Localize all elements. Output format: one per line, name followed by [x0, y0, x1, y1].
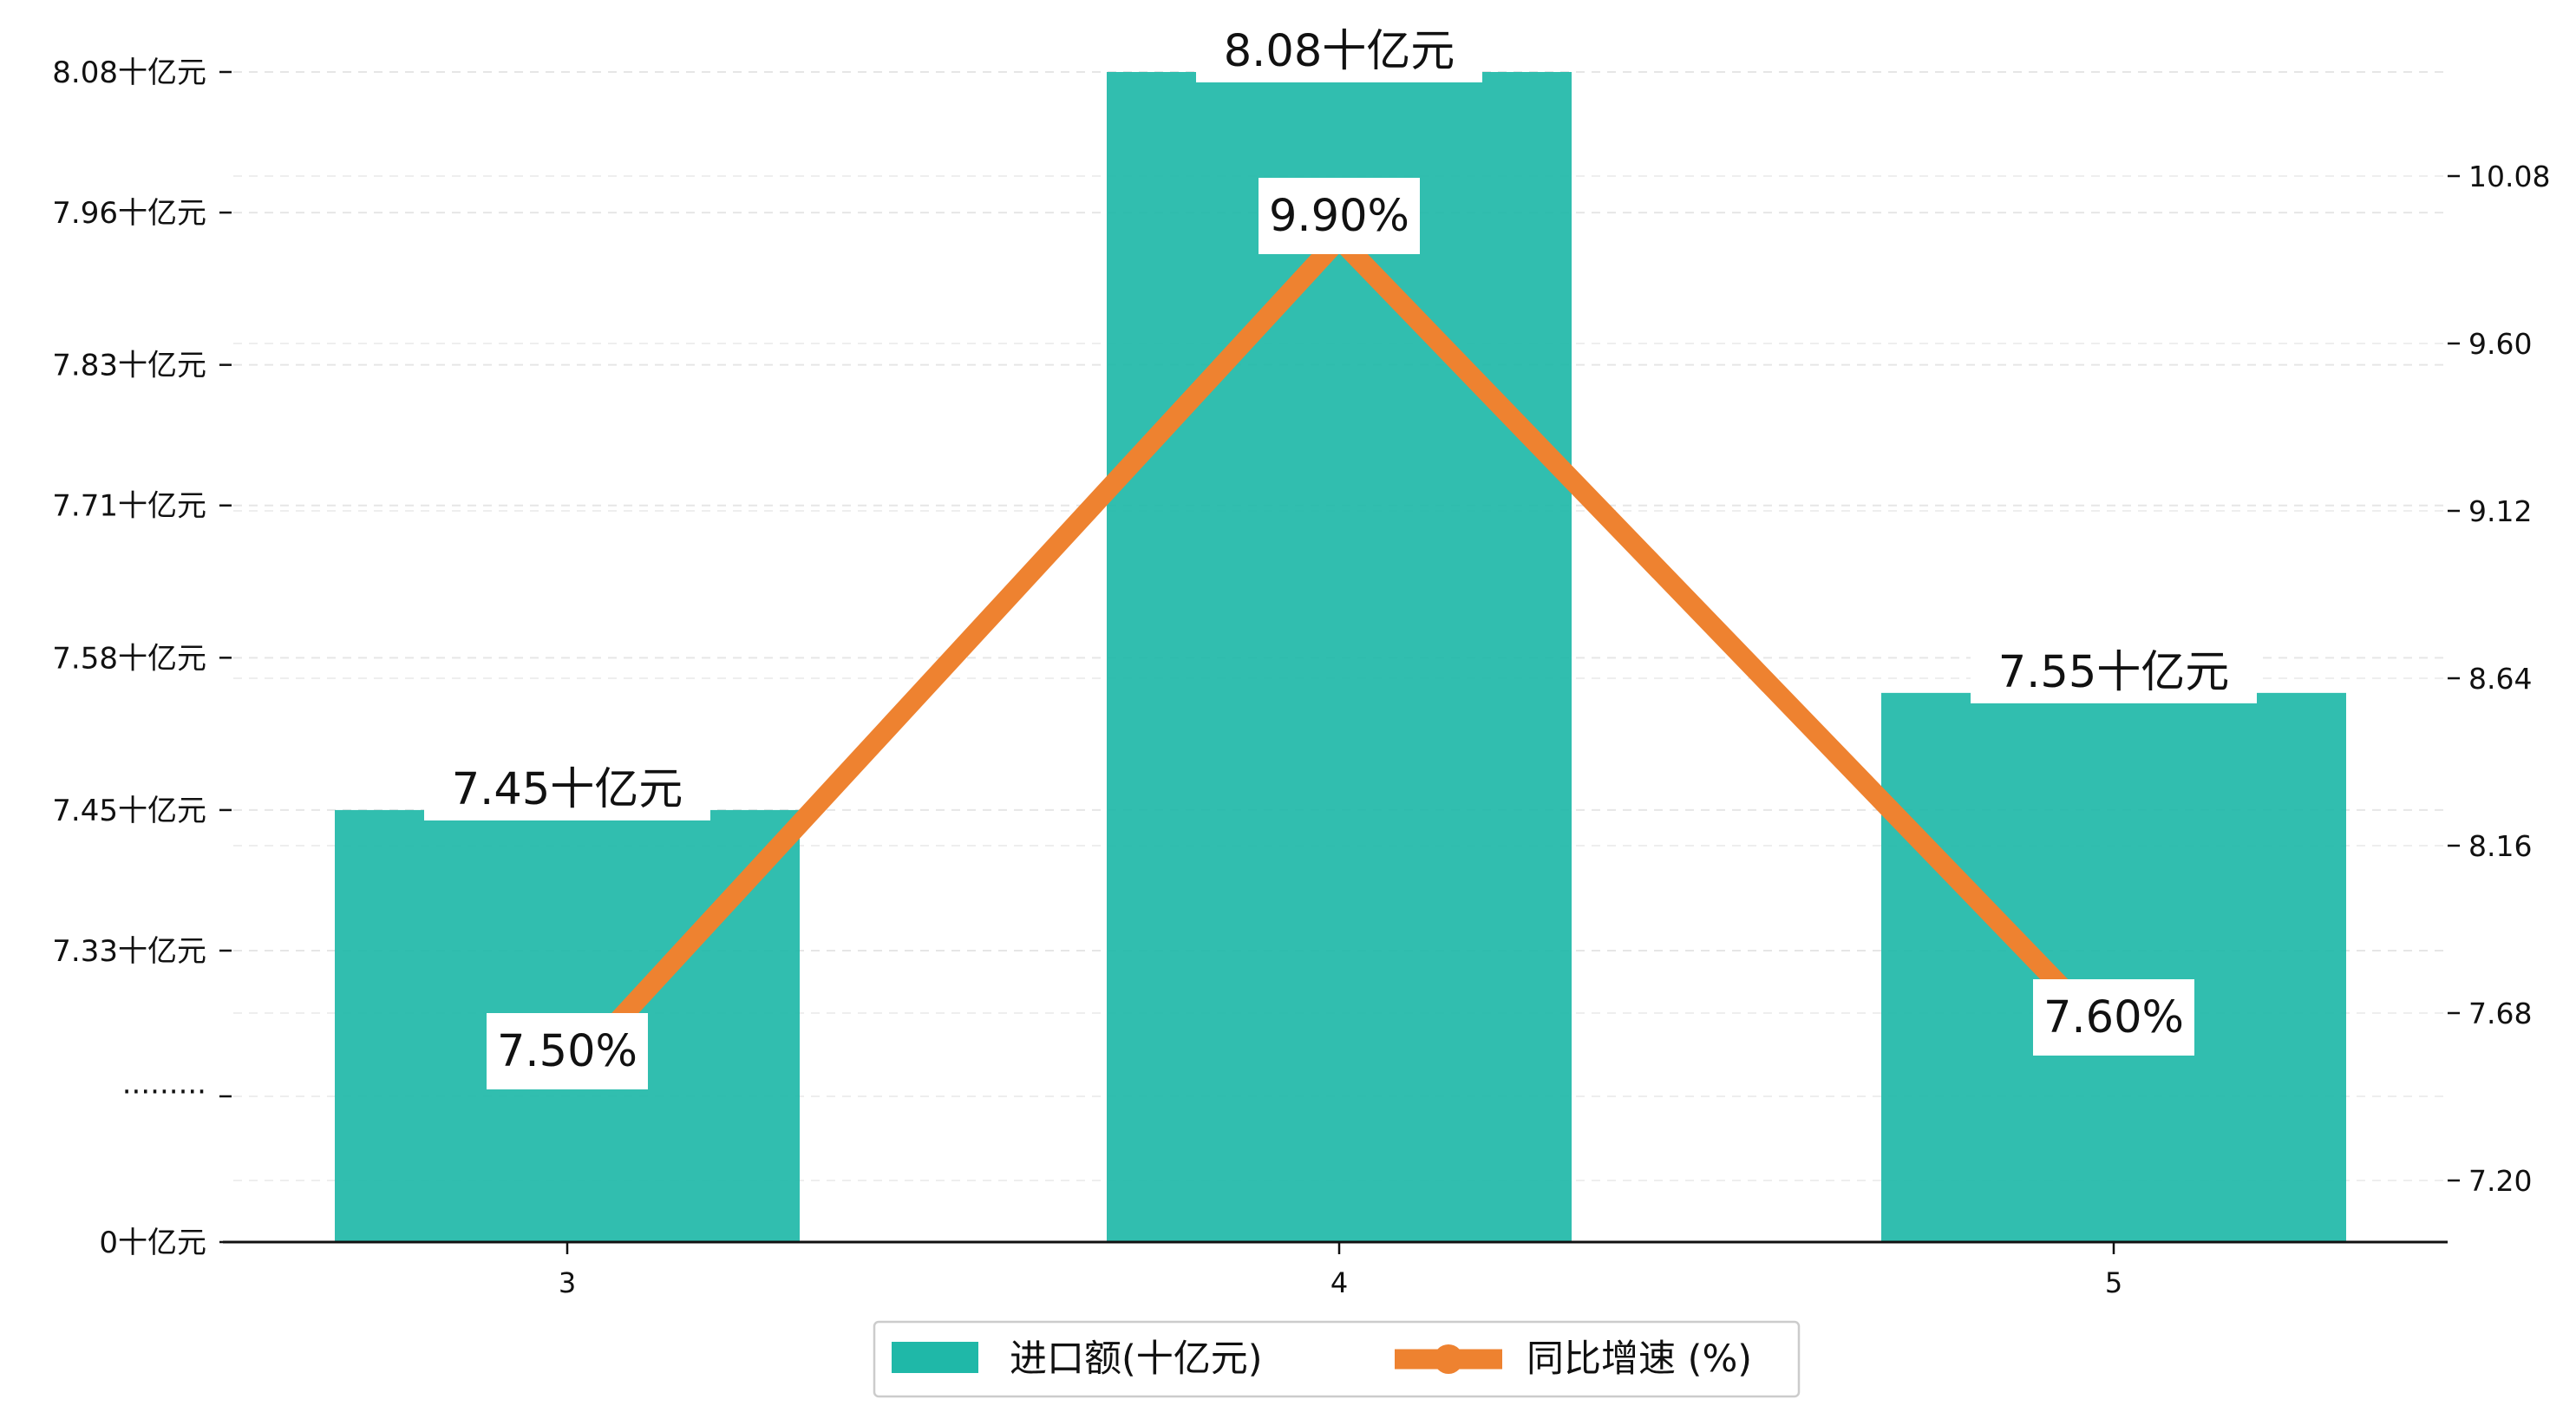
x-tick-label-3: 3 [559, 1266, 576, 1299]
legend-box [873, 1320, 1801, 1398]
y-left-tick-label-1: 7.33十亿元 [52, 934, 206, 969]
bar-5 [1881, 692, 2346, 1242]
y-left-tick-label-7: 8.08十亿元 [52, 56, 206, 90]
x-tick-label-4: 4 [1330, 1266, 1348, 1299]
x-tick-label-5: 5 [2105, 1266, 2122, 1299]
y-left-tick-label-0: 0十亿元 [99, 1226, 206, 1260]
bar-layer [335, 72, 2346, 1242]
bar-label-5: 7.55十亿元 [1998, 647, 2230, 698]
line-label-3-box [487, 1013, 648, 1089]
bar-label-5-box [1971, 640, 2257, 703]
y-left-tick-label-6: 7.96十亿元 [52, 196, 206, 231]
y-right-tick-label-6: 10.08 [2468, 160, 2550, 193]
y-left-tick-label-5: 7.83十亿元 [52, 349, 206, 383]
line-label-3: 7.50% [497, 1026, 637, 1077]
y-right-tick-label-4: 9.12 [2468, 494, 2532, 528]
label-layer: 7.45十亿元 8.08十亿元 7.55十亿元 7.50% 9.90% 7.60% [424, 20, 2257, 1089]
y-right-tick-label-0: 7.20 [2468, 1164, 2532, 1198]
legend-label-line: 同比增速 (%) [1527, 1337, 1752, 1381]
legend-label-bar: 进口额(十亿元) [1010, 1337, 1263, 1381]
y-left-tick-label-2: 7.45十亿元 [52, 794, 206, 828]
line-label-5: 7.60% [2043, 992, 2184, 1043]
legend-layer: 进口额(十亿元) 同比增速 (%) [873, 1320, 1801, 1398]
y-right-tick-label-2: 8.16 [2468, 829, 2532, 863]
y-left-tick-label-4: 7.71十亿元 [52, 489, 206, 524]
y-left-break-label: ········· [122, 1075, 206, 1109]
y-left-tick-label-3: 7.58十亿元 [52, 641, 206, 676]
legend-swatch-marker [1434, 1344, 1463, 1374]
axis-layer: 0十亿元 7.33十亿元 7.45十亿元 7.58十亿元 7.71十亿元 7.83十亿元 7… [52, 56, 2550, 1299]
line-label-5-box [2033, 979, 2194, 1056]
bar-4 [1107, 72, 1572, 1242]
bar-label-3-box [424, 757, 710, 821]
bar-label-4: 8.08十亿元 [1224, 26, 1455, 77]
bar-label-4-box [1196, 20, 1482, 82]
line-label-4: 9.90% [1269, 191, 1409, 242]
line-label-4-box [1259, 178, 1420, 254]
bar-label-3: 7.45十亿元 [452, 764, 683, 815]
y-right-tick-label-3: 8.64 [2468, 662, 2532, 696]
y-right-tick-label-5: 9.60 [2468, 327, 2532, 361]
y-right-tick-label-1: 7.68 [2468, 997, 2532, 1030]
legend-swatch-bar [892, 1342, 978, 1373]
